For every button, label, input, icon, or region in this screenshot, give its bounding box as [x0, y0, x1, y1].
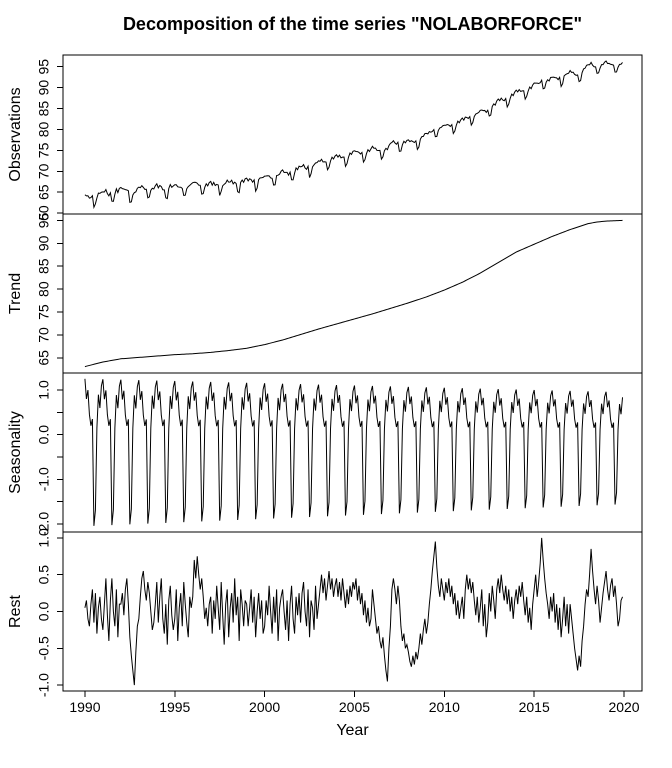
x-tick-label: 1995 [159, 699, 190, 715]
panel-border-rest [62, 531, 643, 692]
x-tick-label: 2020 [608, 699, 639, 715]
x-tick-label: 2005 [339, 699, 370, 715]
y-tick-label-trend: 65 [36, 350, 52, 366]
y-axis-label-rest: Rest [7, 595, 24, 628]
y-tick-label-seasonality: 1.0 [36, 380, 52, 400]
x-tick-label: 2000 [249, 699, 280, 715]
y-tick-label-trend: 95 [36, 212, 52, 228]
y-tick-label-trend: 75 [36, 304, 52, 320]
y-tick-label-observations: 90 [36, 80, 52, 96]
y-tick-label-seasonality: -2.0 [36, 512, 52, 536]
y-tick-label-rest: 0.0 [36, 602, 52, 622]
series-line-seasonality [84, 378, 624, 526]
y-tick-label-trend: 80 [36, 281, 52, 297]
panel-border-trend [62, 213, 643, 374]
x-tick-label: 1990 [69, 699, 100, 715]
y-tick-label-seasonality: 0.0 [36, 425, 52, 445]
panel-seasonality: 1.0 0.0 -1.0 -2.0 Seasonality [7, 372, 643, 536]
y-tick-label-observations: 70 [36, 163, 52, 179]
y-axis-label-observations: Observations [7, 87, 24, 181]
y-tick-label-observations: 85 [36, 101, 52, 117]
y-tick-label-rest: -1.0 [36, 673, 52, 697]
y-tick-label-observations: 60 [36, 205, 52, 221]
y-tick-label-seasonality: -1.0 [36, 467, 52, 491]
panel-observations: 60 65 70 75 80 85 90 95 Observations [7, 54, 643, 221]
y-tick-label-trend: 70 [36, 327, 52, 343]
y-tick-label-trend: 85 [36, 258, 52, 274]
x-tick-label: 2010 [429, 699, 460, 715]
y-tick-label-observations: 75 [36, 142, 52, 158]
y-tick-label-rest: -0.5 [36, 636, 52, 660]
plot-title: Decomposition of the time series "NOLABO… [122, 14, 583, 34]
y-tick-label-observations: 80 [36, 121, 52, 137]
y-axis-label-seasonality: Seasonality [7, 411, 24, 494]
panel-border-observations [62, 54, 643, 215]
y-tick-label-rest: 1.0 [36, 528, 52, 548]
panel-rest: 1.0 0.5 0.0 -0.5 -1.0 Rest [7, 528, 643, 697]
y-tick-label-trend: 90 [36, 235, 52, 251]
series-line-observations [84, 60, 623, 210]
series-line-rest [84, 537, 623, 686]
x-axis-title: Year [336, 722, 369, 739]
x-tick-label: 2015 [519, 699, 550, 715]
y-axis-label-trend: Trend [7, 273, 24, 314]
y-tick-label-observations: 95 [36, 59, 52, 75]
y-tick-label-observations: 65 [36, 184, 52, 200]
x-axis: 1990 1995 2000 2005 2010 2015 2020 [69, 691, 640, 715]
panel-trend: 65 70 75 80 85 90 95 Trend [7, 212, 643, 374]
series-line-trend [84, 219, 623, 368]
y-tick-label-rest: 0.5 [36, 565, 52, 585]
